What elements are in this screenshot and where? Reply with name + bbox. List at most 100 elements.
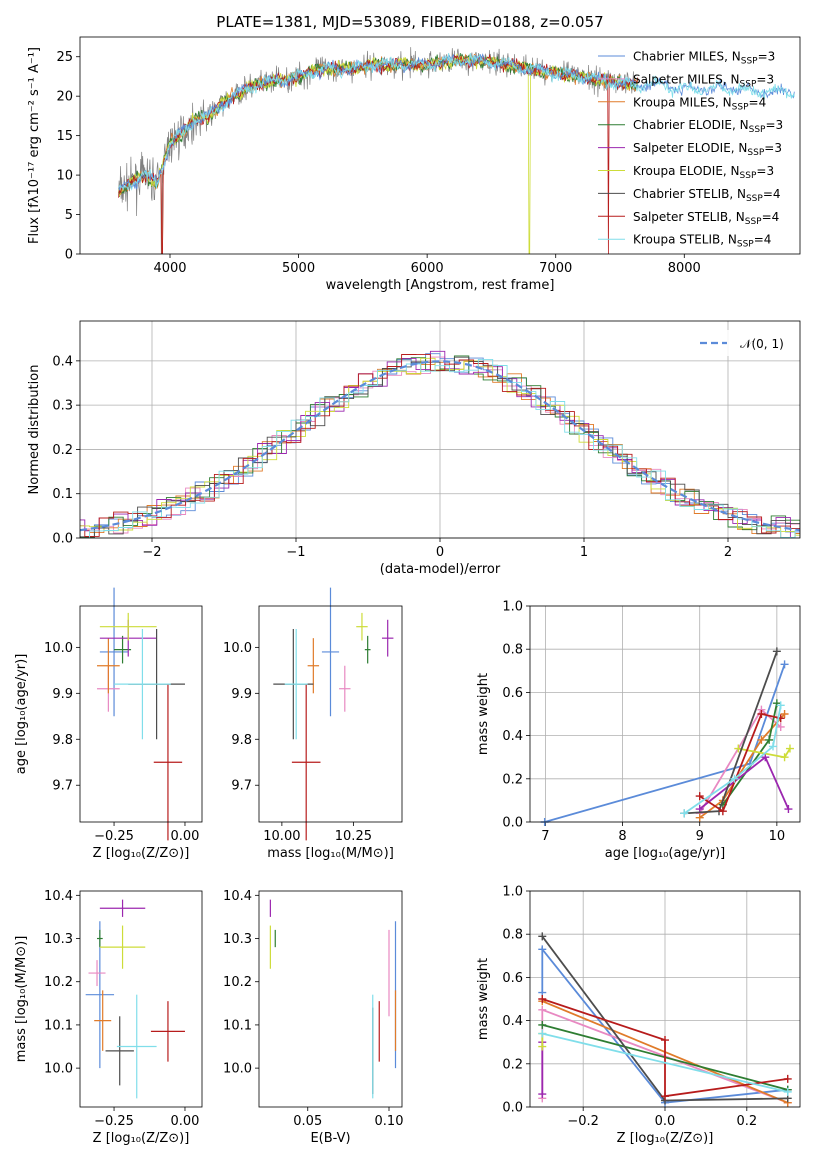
weight-marker — [718, 807, 727, 816]
x-axis-label: mass [log₁₀(M/M⊙)] — [267, 846, 394, 861]
errorbar-point-chabrier_elodie — [364, 635, 371, 664]
x-axis-label: Z [log₁₀(Z/Z⊙)] — [93, 1131, 190, 1146]
histogram-kroupa_miles — [80, 360, 800, 538]
x-axis-label: Z [log₁₀(Z/Z⊙)] — [617, 1131, 714, 1146]
histogram-salpeter_stelib — [80, 354, 800, 537]
errorbar-point-kroupa_elodie — [99, 612, 157, 641]
x-tick-label: 2 — [724, 545, 732, 560]
weight-marker — [783, 1087, 792, 1096]
x-tick-label: −0.2 — [567, 1114, 599, 1129]
normal-curve — [80, 360, 800, 532]
weight-marker — [661, 1036, 669, 1045]
y-tick-label: 9.7 — [231, 779, 252, 794]
y-tick-label: 10.3 — [223, 932, 252, 947]
errorbar-point-kroupa_miles — [97, 638, 120, 694]
errorbar-point-kroupa_stelib — [114, 628, 171, 740]
chart-title: PLATE=1381, MJD=53089, FIBERID=0188, z=0… — [216, 13, 603, 31]
legend-label: Kroupa ELODIE, NSSP=3 — [633, 164, 774, 181]
x-tick-label: 10.00 — [263, 829, 300, 844]
x-tick-label: −2 — [142, 545, 161, 560]
x-tick-label: 0.2 — [736, 1114, 757, 1129]
x-tick-label: 6000 — [411, 261, 444, 276]
panel-1: 4000 5000 6000 7000 8000 0 5 10 15 20 25 PLATE=1381… — [27, 13, 801, 293]
y-tick-label: 0.4 — [52, 354, 73, 369]
y-tick-label: 10.4 — [223, 889, 252, 904]
y-tick-label: 9.8 — [52, 733, 73, 748]
x-tick-label: 7 — [541, 829, 549, 844]
weight-marker — [780, 753, 789, 762]
x-tick-label: 8000 — [668, 261, 701, 276]
y-tick-label: 0.2 — [52, 443, 73, 458]
weight-marker — [538, 995, 547, 1003]
legend-box — [690, 330, 793, 356]
errorbar-point-chabrier_elodie — [97, 929, 103, 948]
y-tick-label: 9.9 — [52, 687, 73, 702]
x-tick-label: −0.25 — [94, 1114, 134, 1129]
y-tick-label: 9.8 — [231, 733, 252, 748]
panel-7: 0.05 0.10 10.0 10.1 10.2 10.3 10.4 E(B-V) — [223, 889, 403, 1146]
x-tick-label: 0.10 — [375, 1114, 404, 1129]
x-axis-label: (data-model)/error — [380, 562, 501, 577]
y-tick-label: 10.1 — [223, 1018, 252, 1033]
y-tick-label: 10.3 — [44, 932, 73, 947]
errorbar-point-salpeter_elodie — [381, 619, 394, 657]
weight-marker — [538, 932, 547, 941]
x-axis-label: Z [log₁₀(Z/Z⊙)] — [93, 846, 190, 861]
y-tick-label: 10 — [56, 169, 73, 184]
errorbar-point-chabrier_miles — [321, 587, 340, 717]
y-tick-label: 0.6 — [502, 686, 523, 701]
weight-marker — [538, 1029, 547, 1038]
legend-label: Chabrier MILES, NSSP=3 — [633, 50, 775, 67]
y-tick-label: 10.4 — [44, 889, 73, 904]
y-tick-label: 0.0 — [502, 816, 523, 831]
y-tick-label: 0.8 — [502, 928, 523, 943]
weight-marker — [785, 744, 794, 753]
x-tick-label: −0.25 — [94, 829, 134, 844]
x-tick-label: 0.0 — [655, 1114, 676, 1129]
x-tick-label: 0.05 — [293, 1114, 322, 1129]
y-tick-label: 5 — [65, 208, 73, 223]
y-tick-label: 10.0 — [223, 641, 252, 656]
weight-marker — [695, 813, 704, 822]
errorbar-point-salpeter_stelib — [153, 684, 183, 841]
y-tick-label: 0.3 — [52, 399, 73, 414]
y-tick-label: 0.1 — [52, 487, 73, 502]
weight-line-salpeter_stelib — [542, 998, 788, 1098]
y-axis-label: mass weight — [476, 673, 491, 755]
y-tick-label: 1.0 — [502, 600, 523, 615]
x-tick-label: 9 — [696, 829, 704, 844]
x-tick-label: 7000 — [539, 261, 572, 276]
y-tick-label: 9.7 — [52, 779, 73, 794]
weight-marker — [695, 792, 704, 801]
errorbar-point-salpeter_miles — [339, 665, 351, 712]
model-line-chabrier_miles — [118, 53, 795, 191]
weight-line-chabrier_miles — [544, 664, 786, 823]
errorbar-point-salpeter_miles — [88, 960, 106, 987]
x-axis-label: age [log₁₀(age/yr)] — [605, 846, 726, 861]
weight-marker — [772, 647, 781, 656]
y-tick-label: 0.4 — [502, 1014, 523, 1029]
weight-marker — [761, 753, 770, 762]
axes-frame — [79, 605, 203, 823]
y-axis-label: age [log₁₀(age/yr)] — [14, 654, 29, 775]
axes-frame — [529, 605, 801, 823]
x-tick-label: 0.00 — [171, 1114, 200, 1129]
histogram-chabrier_miles — [93, 353, 800, 538]
x-tick-label: 1 — [580, 545, 588, 560]
weight-marker — [776, 722, 785, 731]
y-tick-label: 0.2 — [502, 772, 523, 787]
y-tick-label: 10.0 — [44, 641, 73, 656]
errorbar-point-salpeter_stelib — [150, 1001, 185, 1062]
x-axis-label: E(B-V) — [310, 1131, 350, 1146]
errorbar-point-kroupa_miles — [94, 990, 112, 1051]
histogram-kroupa_elodie — [80, 357, 800, 536]
errorbar-point-kroupa_miles — [307, 638, 320, 694]
legend-label: Salpeter STELIB, NSSP=4 — [633, 210, 779, 227]
legend-label: Salpeter MILES, NSSP=3 — [633, 72, 774, 89]
y-tick-label: 10.2 — [44, 975, 73, 990]
panel-5: 7 8 9 10 0.0 0.2 0.4 0.6 0.8 1.0 age [log₁₀(age/yr… — [476, 600, 801, 861]
x-axis-label: wavelength [Angstrom, rest frame] — [326, 278, 555, 293]
axes-frame — [79, 890, 203, 1108]
y-tick-label: 1.0 — [502, 885, 523, 900]
x-tick-label: 10 — [769, 829, 786, 844]
